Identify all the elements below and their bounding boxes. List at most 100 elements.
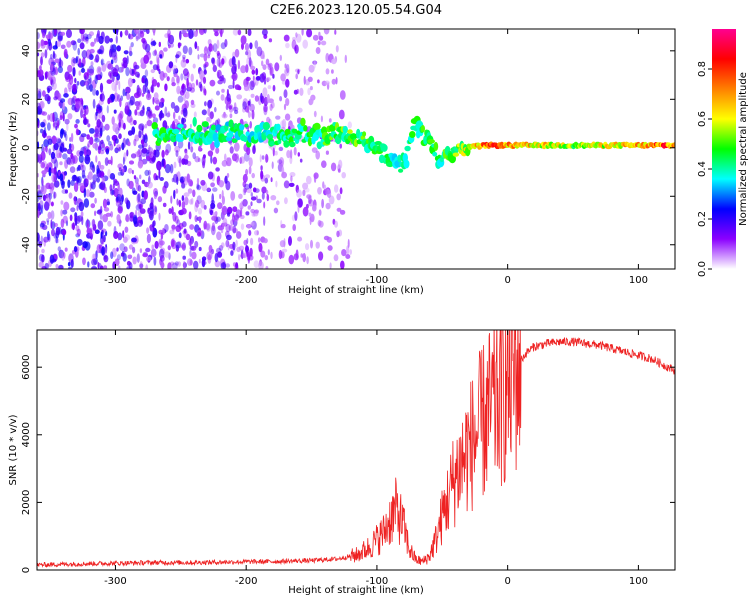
spectrogram-noise-blob bbox=[284, 68, 288, 75]
spectrogram-noise-blob bbox=[159, 161, 165, 167]
spectrogram-noise-blob bbox=[118, 133, 122, 140]
spectrogram-noise-blob bbox=[92, 88, 97, 96]
spectrogram-noise-blob bbox=[196, 45, 200, 52]
spectrogram-noise-blob bbox=[128, 244, 134, 250]
spectrogram-noise-blob bbox=[260, 170, 264, 180]
spectrogram-noise-blob bbox=[98, 109, 103, 119]
spectrogram-noise-blob bbox=[116, 45, 121, 52]
spectrogram-noise-blob bbox=[190, 99, 195, 105]
spectrogram-noise-blob bbox=[270, 251, 273, 260]
spectrogram-noise-blob bbox=[108, 140, 112, 146]
spectrogram-noise-blob bbox=[134, 101, 141, 107]
spectrogram-noise-blob bbox=[254, 40, 259, 49]
spectrogram-carrier-cell bbox=[380, 143, 388, 152]
spectrogram-noise-blob bbox=[275, 180, 278, 188]
spectrogram-noise-blob bbox=[146, 256, 152, 262]
spectrogram-noise-blob bbox=[168, 208, 172, 214]
spectrogram-noise-blob bbox=[176, 51, 182, 57]
spectrogram-noise-blob bbox=[101, 114, 106, 123]
spectrogram-noise-blob bbox=[41, 179, 44, 186]
spectrogram-noise-blob bbox=[101, 176, 106, 183]
spectrogram-noise-blob bbox=[74, 77, 77, 84]
spectrogram-noise-blob bbox=[130, 153, 137, 159]
spectrogram-noise-blob bbox=[89, 227, 94, 238]
spectrogram-noise-blob bbox=[336, 207, 342, 212]
spectrogram-noise-blob bbox=[218, 180, 225, 188]
spectrogram-noise-blob bbox=[161, 149, 165, 159]
spectrogram-noise-blob bbox=[59, 115, 63, 121]
spectrogram-noise-blob bbox=[215, 167, 220, 172]
spectrogram-noise-blob bbox=[288, 182, 295, 187]
spectrogram-noise-blob bbox=[70, 156, 76, 165]
spectrogram-noise-blob bbox=[77, 176, 82, 183]
spectrogram-noise-blob bbox=[37, 32, 40, 40]
spectrogram-noise-blob bbox=[154, 206, 157, 213]
spectrogram-noise-blob bbox=[40, 128, 44, 134]
spectrogram-noise-blob bbox=[234, 214, 239, 222]
spectrogram-noise-blob bbox=[244, 183, 250, 190]
spectrogram-noise-blob bbox=[103, 265, 108, 269]
spectrogram-noise-blob bbox=[269, 103, 273, 111]
spectrogram-noise-blob bbox=[144, 169, 150, 176]
spectrogram-noise-blob bbox=[313, 172, 319, 179]
spectrogram-noise-blob bbox=[245, 51, 249, 56]
spectrogram-noise-blob bbox=[194, 41, 198, 50]
spectrogram-noise-blob bbox=[321, 198, 324, 209]
spectrogram-noise-blob bbox=[221, 113, 228, 119]
spectrogram-noise-blob bbox=[195, 199, 200, 208]
spectrogram-carrier-cell bbox=[275, 123, 281, 131]
spectrogram-noise-blob bbox=[98, 133, 102, 139]
spectrogram-noise-blob bbox=[60, 44, 66, 50]
spectrogram-noise-blob bbox=[185, 233, 191, 241]
spectrogram-noise-blob bbox=[240, 65, 247, 74]
spectrogram-noise-blob bbox=[189, 249, 192, 257]
spectrogram-noise-blob bbox=[232, 212, 235, 217]
spectrogram-noise-blob bbox=[83, 198, 90, 208]
spectrogram-noise-blob bbox=[89, 161, 94, 171]
spectrogram-noise-blob bbox=[69, 137, 72, 142]
spectrogram-noise-blob bbox=[99, 105, 103, 113]
spectrogram-noise-blob bbox=[167, 111, 171, 117]
spectrogram-noise-blob bbox=[105, 212, 112, 217]
spectrogram-noise-blob bbox=[302, 252, 307, 263]
spectrogram-noise-blob bbox=[315, 47, 321, 54]
spectrogram-noise-blob bbox=[211, 248, 215, 255]
spectrogram-noise-blob bbox=[224, 153, 227, 162]
spectrogram-noise-blob bbox=[313, 110, 317, 118]
spectrogram-noise-blob bbox=[155, 175, 159, 181]
spectrogram-noise-blob bbox=[190, 245, 197, 251]
spectrogram-noise-blob bbox=[100, 139, 104, 145]
spectrogram-noise-blob bbox=[296, 189, 302, 198]
spectrogram-noise-blob bbox=[138, 123, 145, 131]
spectrogram-noise-blob bbox=[72, 83, 77, 93]
spectrogram-noise-blob bbox=[118, 187, 123, 197]
spectrogram-noise-blob bbox=[302, 189, 306, 197]
spectrogram-noise-blob bbox=[187, 141, 191, 150]
spectrogram-noise-blob bbox=[236, 231, 242, 239]
spectrogram-noise-blob bbox=[76, 167, 79, 172]
spectrogram-noise-blob bbox=[178, 157, 182, 168]
spectrogram-noise-blob bbox=[109, 173, 116, 180]
spectrogram-noise-blob bbox=[53, 191, 57, 199]
spectrogram-noise-blob bbox=[207, 54, 211, 59]
spectrogram-noise-blob bbox=[132, 256, 137, 265]
spectrogram-noise-blob bbox=[65, 76, 71, 83]
spectrogram-noise-blob bbox=[107, 220, 112, 227]
spectrogram-noise-blob bbox=[168, 252, 171, 260]
spectrogram-noise-blob bbox=[113, 136, 116, 147]
spectrogram-noise-blob bbox=[56, 119, 60, 129]
spectrogram-noise-blob bbox=[247, 224, 251, 229]
spectrogram-noise-blob bbox=[262, 87, 268, 98]
spectrogram-noise-blob bbox=[220, 228, 224, 234]
spectrogram-noise-blob bbox=[187, 188, 193, 194]
spectrogram-carrier-cell bbox=[228, 119, 234, 128]
spectrogram-noise-blob bbox=[148, 153, 152, 164]
spectrogram-noise-blob bbox=[294, 211, 298, 222]
spectrogram-noise-blob bbox=[90, 181, 96, 190]
spectrogram-noise-blob bbox=[45, 163, 49, 170]
spectrogram-noise-blob bbox=[189, 87, 195, 93]
spectrogram-noise-blob bbox=[63, 48, 68, 59]
spectrogram-noise-blob bbox=[295, 184, 299, 194]
spectrogram-noise-blob bbox=[113, 187, 119, 198]
colorbar-ticks: 0.0 0.2 0.4 0.6 0.8 bbox=[697, 61, 712, 277]
